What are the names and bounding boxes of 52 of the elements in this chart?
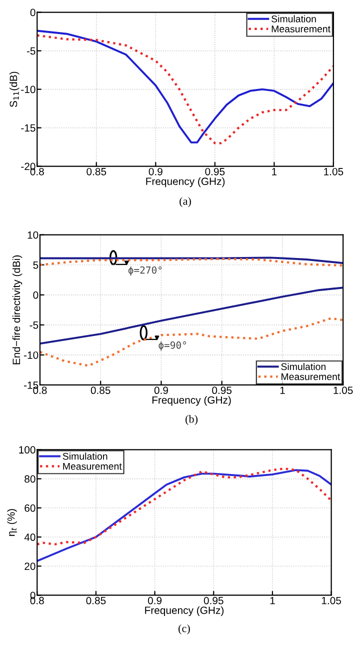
y-tick-label: -10 xyxy=(24,351,38,359)
x-tick-label: 0.8 xyxy=(30,168,44,176)
y-axis-title: S$_{11}$(dB) xyxy=(10,72,20,107)
x-tick-label: 0.95 xyxy=(205,168,225,176)
x-tick-label: 1 xyxy=(272,168,277,176)
y-tick-label: -15 xyxy=(24,382,38,389)
x-axis-title: Frequency (GHz) xyxy=(146,177,225,188)
x-tick-label: 0.85 xyxy=(86,168,106,176)
text: (a) xyxy=(180,197,191,208)
y-tick-label: -10 xyxy=(21,86,36,94)
x-axis-title: Frequency (GHz) xyxy=(145,606,224,616)
x-tick-label: 0.9 xyxy=(154,386,168,394)
x-tick-label: 0.95 xyxy=(212,386,232,394)
y-tick-label: 5 xyxy=(33,261,38,269)
x-tick-label: 1 xyxy=(270,597,275,604)
x-tick-label: 0.9 xyxy=(148,168,162,176)
y-tick-label: 80 xyxy=(24,475,36,483)
y-tick-label: -20 xyxy=(21,162,36,170)
x-tick-label: 1.05 xyxy=(324,168,344,176)
y-tick-label: -15 xyxy=(21,124,36,132)
line-series xyxy=(37,469,332,562)
text: (b) xyxy=(186,414,198,426)
x-tick-label: 1.05 xyxy=(322,596,341,604)
y-axis-title: η$_{t}$ (%) xyxy=(7,509,17,536)
x-tick-label: 0.95 xyxy=(204,596,224,604)
x-tick-label: 1 xyxy=(280,386,285,394)
y-tick-label: -5 xyxy=(30,322,38,329)
y-axis-title: End−fire directivity (dBi) xyxy=(12,255,22,364)
y-tick-label: 20 xyxy=(24,562,36,570)
x-tick-label: 1.05 xyxy=(334,386,353,394)
x-axis-title: Frequency (GHz) xyxy=(152,396,231,406)
x-tick-label: 0.8 xyxy=(33,386,47,394)
legend-label: Measurement xyxy=(63,462,122,470)
y-tick-label: 60 xyxy=(24,504,36,512)
y-tick-label: 0 xyxy=(30,8,36,16)
y-tick-label: -5 xyxy=(26,47,36,55)
x-tick-label: 0.85 xyxy=(86,596,106,604)
text: (c) xyxy=(178,624,190,634)
x-tick-label: 0.9 xyxy=(148,596,162,604)
annotation: ϕ=270° xyxy=(128,266,162,276)
annotation: ϕ=90° xyxy=(158,341,186,351)
legend-label: Measurement xyxy=(272,26,330,32)
line-series xyxy=(40,258,344,267)
y-tick-label: 10 xyxy=(28,231,38,239)
legend-label: Simulation xyxy=(272,15,316,22)
y-tick-label: 100 xyxy=(19,446,36,454)
y-tick-label: 40 xyxy=(24,534,36,541)
legend-label: Measurement xyxy=(282,373,340,380)
y-tick-label: 0 xyxy=(33,291,38,299)
legend-label: Simulation xyxy=(281,362,326,370)
x-tick-label: 0.85 xyxy=(90,386,110,394)
legend-label: Simulation xyxy=(62,452,108,460)
